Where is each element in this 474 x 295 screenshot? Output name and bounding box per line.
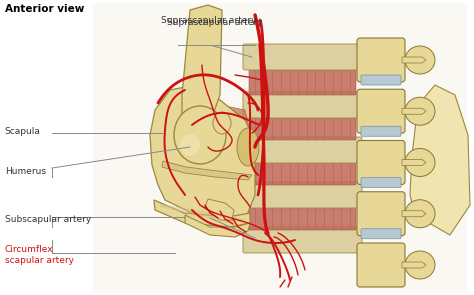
Polygon shape	[150, 85, 255, 220]
FancyBboxPatch shape	[357, 243, 405, 287]
Polygon shape	[160, 204, 248, 223]
FancyBboxPatch shape	[243, 92, 362, 118]
Text: Suprascapular artery: Suprascapular artery	[167, 18, 263, 27]
Ellipse shape	[405, 148, 435, 176]
Text: Circumflex
scapular artery: Circumflex scapular artery	[5, 245, 74, 265]
FancyBboxPatch shape	[249, 67, 356, 95]
Text: Anterior view: Anterior view	[5, 4, 84, 14]
Polygon shape	[410, 85, 470, 235]
Ellipse shape	[405, 200, 435, 228]
Ellipse shape	[213, 112, 231, 134]
FancyArrow shape	[402, 57, 426, 63]
FancyBboxPatch shape	[361, 126, 401, 136]
Ellipse shape	[180, 134, 200, 156]
Polygon shape	[154, 200, 250, 227]
Text: Scapula: Scapula	[5, 127, 41, 136]
Ellipse shape	[174, 106, 226, 164]
Polygon shape	[155, 100, 252, 175]
Polygon shape	[162, 161, 252, 180]
FancyBboxPatch shape	[93, 3, 467, 292]
FancyArrow shape	[402, 108, 426, 114]
FancyBboxPatch shape	[361, 229, 401, 239]
FancyArrow shape	[402, 262, 426, 268]
Text: Suprascapular artery: Suprascapular artery	[161, 16, 256, 25]
FancyBboxPatch shape	[243, 182, 362, 208]
Ellipse shape	[405, 46, 435, 74]
FancyBboxPatch shape	[249, 205, 356, 230]
Ellipse shape	[405, 251, 435, 279]
FancyBboxPatch shape	[357, 89, 405, 133]
FancyBboxPatch shape	[357, 38, 405, 82]
FancyBboxPatch shape	[243, 44, 362, 70]
FancyBboxPatch shape	[361, 178, 401, 188]
FancyBboxPatch shape	[357, 192, 405, 236]
FancyArrow shape	[402, 211, 426, 217]
FancyBboxPatch shape	[243, 137, 362, 163]
Polygon shape	[205, 199, 234, 220]
Ellipse shape	[237, 128, 259, 166]
FancyBboxPatch shape	[249, 115, 356, 140]
FancyBboxPatch shape	[357, 140, 405, 184]
Polygon shape	[182, 5, 222, 117]
FancyArrow shape	[402, 160, 426, 165]
Ellipse shape	[405, 97, 435, 125]
FancyBboxPatch shape	[249, 160, 356, 185]
FancyBboxPatch shape	[361, 75, 401, 85]
Text: Subscapular artery: Subscapular artery	[5, 215, 91, 224]
Polygon shape	[185, 215, 250, 237]
FancyBboxPatch shape	[243, 227, 362, 253]
Text: Humerus: Humerus	[5, 167, 46, 176]
